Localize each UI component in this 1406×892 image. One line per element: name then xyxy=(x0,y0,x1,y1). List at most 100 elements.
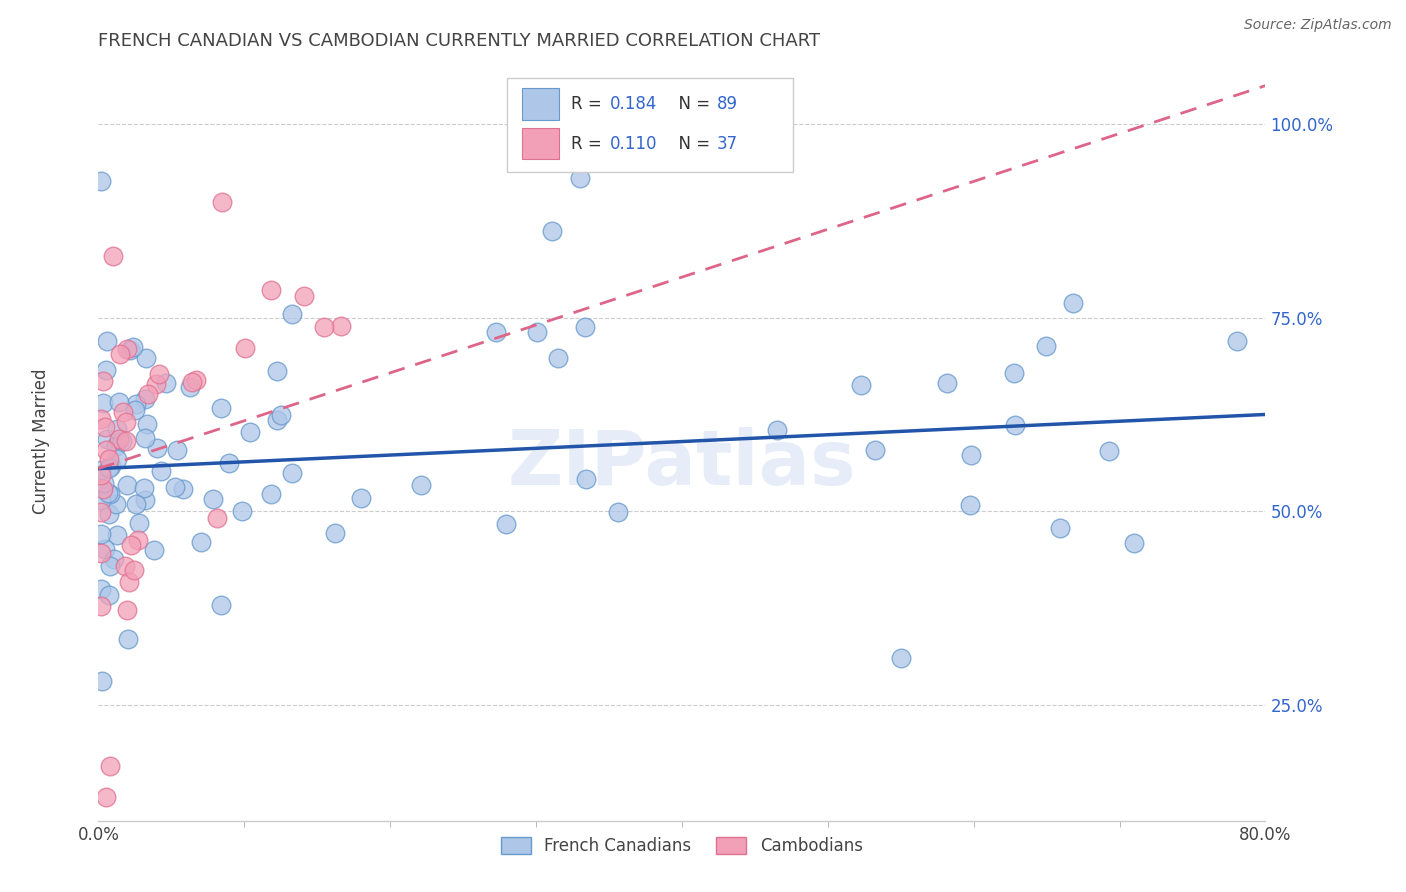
Point xyxy=(98,759,121,773)
Point xyxy=(91,396,114,410)
Point xyxy=(134,493,156,508)
Point xyxy=(117,632,139,647)
Point xyxy=(172,482,194,496)
Point xyxy=(266,412,288,426)
Point xyxy=(323,525,346,540)
Point xyxy=(849,378,872,392)
Point xyxy=(202,492,225,507)
Text: 37: 37 xyxy=(717,135,738,153)
Point xyxy=(90,505,112,519)
Point xyxy=(190,535,212,549)
Point xyxy=(125,497,148,511)
Point xyxy=(90,527,112,541)
Point xyxy=(97,588,120,602)
Point xyxy=(111,434,134,448)
Point xyxy=(125,396,148,410)
Point xyxy=(118,575,141,590)
Point xyxy=(127,533,149,547)
Point xyxy=(1123,535,1146,549)
Point xyxy=(136,386,159,401)
Point xyxy=(890,651,912,665)
Point xyxy=(181,375,204,389)
Point xyxy=(97,451,120,466)
Point xyxy=(574,320,596,334)
Point xyxy=(134,481,156,495)
Point xyxy=(209,401,232,415)
Point xyxy=(122,341,145,355)
Point xyxy=(1049,520,1071,534)
Text: 0.110: 0.110 xyxy=(610,135,657,153)
Point xyxy=(94,541,117,556)
Point xyxy=(94,790,117,805)
Point xyxy=(96,334,118,348)
Point xyxy=(94,443,117,458)
Point xyxy=(179,380,201,394)
Point xyxy=(266,364,288,378)
Point xyxy=(959,448,981,462)
Text: R =: R = xyxy=(571,135,607,153)
Point xyxy=(1035,338,1057,352)
Point xyxy=(146,441,169,455)
Point xyxy=(115,603,138,617)
Point xyxy=(90,582,112,597)
Y-axis label: Currently Married: Currently Married xyxy=(32,368,49,515)
Point xyxy=(94,362,117,376)
Point xyxy=(281,307,304,321)
Point xyxy=(936,376,959,390)
Point xyxy=(111,405,134,419)
Point xyxy=(98,487,121,501)
Point xyxy=(100,459,122,474)
Point xyxy=(97,486,120,500)
Point xyxy=(114,559,136,574)
FancyBboxPatch shape xyxy=(522,128,560,160)
Point xyxy=(1062,296,1084,310)
Point xyxy=(110,347,132,361)
Point xyxy=(163,480,186,494)
Point xyxy=(541,224,564,238)
Point xyxy=(105,422,128,436)
Text: N =: N = xyxy=(668,135,716,153)
Point xyxy=(218,456,240,470)
Point xyxy=(135,417,157,431)
Point xyxy=(124,563,146,577)
Point xyxy=(91,374,114,388)
Point xyxy=(1098,444,1121,458)
Point xyxy=(93,475,115,490)
Point xyxy=(547,351,569,366)
Point xyxy=(105,528,128,542)
Point xyxy=(233,341,256,355)
Point xyxy=(107,395,129,409)
Point xyxy=(314,319,336,334)
Point xyxy=(94,420,117,434)
Point xyxy=(409,477,432,491)
Text: 89: 89 xyxy=(717,95,738,113)
Point xyxy=(526,325,548,339)
Point xyxy=(145,377,167,392)
Point xyxy=(281,467,304,481)
Point xyxy=(270,409,292,423)
Point xyxy=(142,543,165,558)
Point xyxy=(259,487,281,501)
Point xyxy=(239,425,262,439)
Point xyxy=(90,599,112,613)
Point xyxy=(1002,366,1025,380)
Point xyxy=(90,174,112,188)
Point xyxy=(350,491,373,506)
Point xyxy=(98,558,121,573)
Point xyxy=(1004,417,1026,432)
Point xyxy=(117,478,139,492)
Point xyxy=(231,504,253,518)
Point xyxy=(90,412,112,426)
Point xyxy=(104,497,127,511)
Point xyxy=(91,483,114,497)
Point xyxy=(568,171,591,186)
Point xyxy=(96,433,118,447)
FancyBboxPatch shape xyxy=(522,88,560,120)
Point xyxy=(148,368,170,382)
Point xyxy=(1226,334,1249,348)
Point xyxy=(115,434,138,448)
Point xyxy=(155,376,177,390)
Point xyxy=(766,423,789,437)
Point xyxy=(207,511,229,525)
Point xyxy=(90,546,112,560)
